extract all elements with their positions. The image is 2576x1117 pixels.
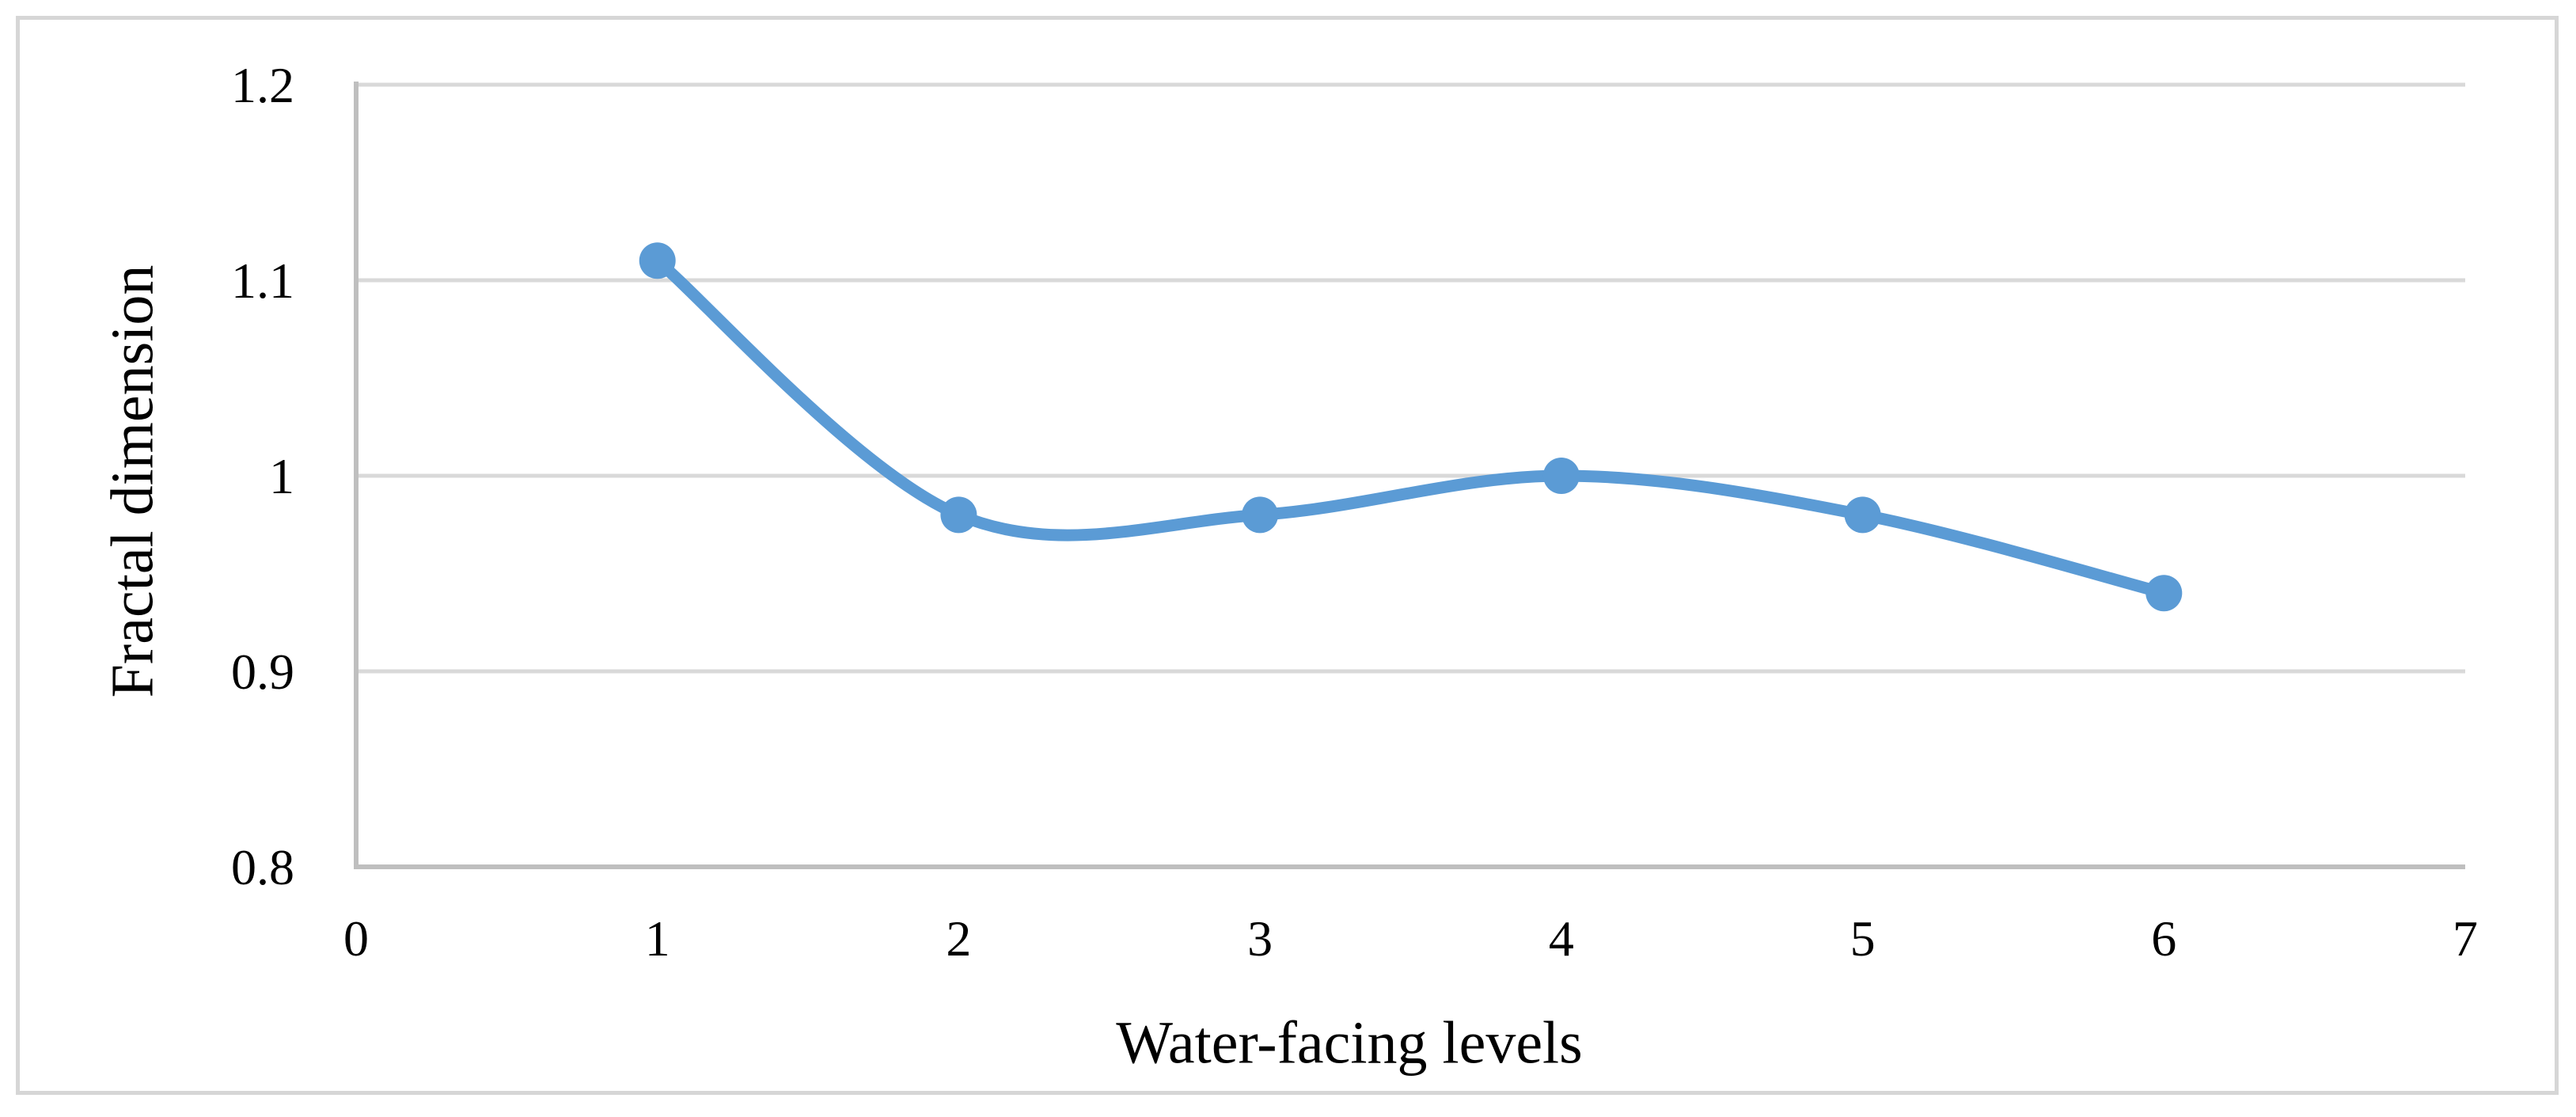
series-line <box>651 254 2170 599</box>
y-tick-label: 1.2 <box>231 57 294 113</box>
y-tick-label: 0.9 <box>231 644 294 700</box>
x-tick-label: 2 <box>946 910 971 967</box>
figure-border <box>16 16 2559 1095</box>
y-tick-label: 1.1 <box>231 253 294 309</box>
x-tick-label: 3 <box>1247 910 1273 967</box>
x-tick-label: 7 <box>2453 910 2478 967</box>
x-tick-label: 4 <box>1549 910 1574 967</box>
y-tick-label: 0.8 <box>231 839 294 895</box>
data-point-marker <box>1844 496 1881 534</box>
x-tick-label: 6 <box>2151 910 2176 967</box>
x-tick-label: 0 <box>343 910 369 967</box>
data-point-marker <box>639 242 676 279</box>
y-tick-label: 1 <box>269 448 294 504</box>
data-point-marker <box>1542 458 1580 494</box>
y-axis-title: Fractal dimension <box>99 264 166 698</box>
x-tick-label: 5 <box>1850 910 1876 967</box>
data-point-marker <box>2145 575 2183 612</box>
x-axis-title: Water-facing levels <box>1116 1009 1583 1077</box>
x-tick-label: 1 <box>645 910 670 967</box>
data-point-marker <box>940 496 977 534</box>
data-point-marker <box>1242 496 1279 534</box>
